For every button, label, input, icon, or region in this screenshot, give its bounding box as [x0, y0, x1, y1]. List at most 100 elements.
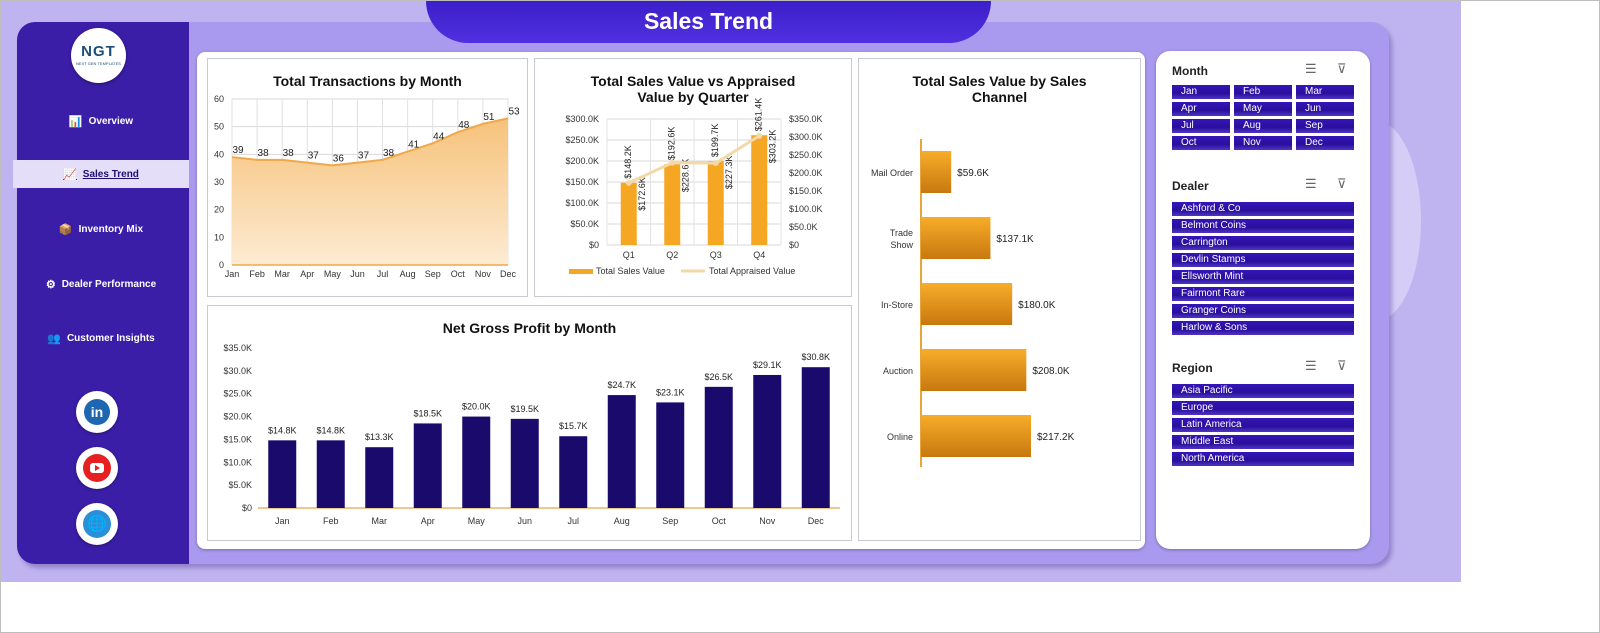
channel-bar: [921, 283, 1013, 325]
channel-value-label: $137.1K: [996, 234, 1034, 245]
y-tick-label: $10.0K: [223, 457, 252, 467]
region-slicer-item[interactable]: Middle East: [1172, 435, 1354, 449]
x-tick-label: Oct: [451, 269, 466, 279]
multi-select-icon[interactable]: ☰: [1305, 176, 1317, 191]
clear-filter-icon[interactable]: ⊽: [1337, 176, 1347, 191]
x-tick-label: Mar: [372, 516, 388, 526]
appraised-value-point: [756, 132, 763, 139]
y-tick-label-right: $350.0K: [789, 114, 823, 124]
filter-panel: Month ☰ ⊽ Jan Feb Mar Apr May Jun Jul Aug Sep Oct…: [1156, 51, 1370, 549]
channel-bar: [921, 217, 991, 259]
dealer-slicer-title: Dealer: [1172, 179, 1209, 193]
region-slicer-item[interactable]: North America: [1172, 452, 1354, 466]
profit-value-label: $24.7K: [607, 380, 636, 390]
dealer-slicer-item[interactable]: Harlow & Sons: [1172, 321, 1354, 335]
y-tick-label: $35.0K: [223, 343, 252, 353]
month-slicer-item[interactable]: Aug: [1234, 119, 1292, 133]
sales-value-label: $199.7K: [710, 124, 720, 158]
y-tick-label: $5.0K: [228, 480, 252, 490]
linkedin-button[interactable]: in: [76, 391, 118, 433]
profit-value-label: $23.1K: [656, 387, 685, 397]
month-slicer-item[interactable]: Oct: [1172, 136, 1230, 150]
dealer-slicer-item[interactable]: Ellsworth Mint: [1172, 270, 1354, 284]
channel-category-label: Auction: [883, 366, 913, 376]
month-slicer-item[interactable]: Apr: [1172, 102, 1230, 116]
month-slicer-item[interactable]: Mar: [1296, 85, 1354, 99]
profit-bar: [316, 440, 345, 508]
month-slicer-item[interactable]: Jul: [1172, 119, 1230, 133]
website-button[interactable]: 🌐: [76, 503, 118, 545]
clear-filter-icon[interactable]: ⊽: [1337, 358, 1347, 373]
region-slicer-item[interactable]: Europe: [1172, 401, 1354, 415]
logo[interactable]: NGT NEXT GEN TEMPLATES: [71, 28, 126, 83]
nav-item-inventory-mix[interactable]: 📦 Inventory Mix: [13, 215, 189, 243]
transactions-chart-card: Total Transactions by Month 0 10 20 30 40 50 6…: [207, 58, 528, 297]
profit-bar: [607, 395, 636, 508]
month-slicer-item[interactable]: Jan: [1172, 85, 1230, 99]
data-label: 37: [358, 151, 370, 162]
profit-bar: [462, 416, 491, 508]
sales-value-label: $148.2K: [623, 145, 633, 179]
profit-chart: $0 $5.0K $10.0K $15.0K $20.0K $25.0K $30.0K $35…: [223, 343, 840, 526]
profit-bar: [510, 418, 539, 508]
nav-item-overview[interactable]: 📊 Overview: [13, 107, 189, 135]
region-slicer-item[interactable]: Latin America: [1172, 418, 1354, 432]
logo-text: NGT: [81, 43, 116, 60]
region-slicer-item[interactable]: Asia Pacific: [1172, 384, 1354, 398]
y-tick-label-left: $200.0K: [565, 156, 599, 166]
dealer-slicer-item[interactable]: Carrington: [1172, 236, 1354, 250]
month-slicer-item[interactable]: Feb: [1234, 85, 1292, 99]
profit-value-label: $20.0K: [462, 402, 491, 412]
dealer-slicer-item[interactable]: Belmont Coins: [1172, 219, 1354, 233]
channel-chart-card: Total Sales Value by Sales Channel $59.6…: [858, 58, 1141, 541]
clear-filter-icon[interactable]: ⊽: [1337, 61, 1347, 76]
dealer-slicer-item[interactable]: Ashford & Co: [1172, 202, 1354, 216]
month-slicer-item[interactable]: Dec: [1296, 136, 1354, 150]
appraised-value-point: [712, 160, 719, 167]
channel-chart: $59.6K Mail Order $137.1K Trade Show $180.0K I…: [871, 139, 1075, 467]
logo-subtext: NEXT GEN TEMPLATES: [76, 61, 121, 66]
x-tick-label: May: [468, 516, 486, 526]
youtube-button[interactable]: [76, 447, 118, 489]
month-slicer-item[interactable]: Sep: [1296, 119, 1354, 133]
month-slicer-item[interactable]: Jun: [1296, 102, 1354, 116]
dealer-slicer-item[interactable]: Devlin Stamps: [1172, 253, 1354, 267]
nav-item-customer-insights[interactable]: 👥 Customer Insights: [13, 324, 189, 352]
quarter-chart: $0 $50.0K $100.0K $150.0K $200.0K $250.0K $300…: [565, 98, 823, 276]
y-tick-label: $20.0K: [223, 412, 252, 422]
y-tick-label-left: $250.0K: [565, 135, 599, 145]
y-tick-label-right: $0: [789, 240, 799, 250]
profit-bar: [801, 367, 830, 508]
quarter-chart-title-line-2: Value by Quarter: [637, 89, 749, 105]
dealer-slicer-item[interactable]: Fairmont Rare: [1172, 287, 1354, 301]
nav-item-sales-trend[interactable]: 📈 Sales Trend: [13, 160, 189, 188]
multi-select-icon[interactable]: ☰: [1305, 61, 1317, 76]
month-slicer-item[interactable]: May: [1234, 102, 1292, 116]
y-tick-label: $30.0K: [223, 366, 252, 376]
x-tick-label: Sep: [662, 516, 678, 526]
y-tick-label-left: $150.0K: [565, 177, 599, 187]
youtube-icon: [83, 454, 111, 482]
channel-value-label: $180.0K: [1018, 300, 1056, 311]
sales-value-label: $261.4K: [753, 98, 763, 132]
dashboard-canvas: Sales Trend NGT NEXT GEN TEMPLATES 📊 Ove…: [1, 1, 1461, 582]
profit-bar: [268, 440, 297, 508]
appraised-value-label: $303.2K: [767, 130, 777, 164]
month-slicer-item[interactable]: Nov: [1234, 136, 1292, 150]
channel-category-label: Mail Order: [871, 168, 913, 178]
nav-item-dealer-performance[interactable]: ⚙ Dealer Performance: [13, 270, 189, 298]
box-icon: 📦: [58, 223, 73, 236]
x-tick-label: Mar: [274, 269, 290, 279]
multi-select-icon[interactable]: ☰: [1305, 358, 1317, 373]
data-label: 53: [508, 106, 520, 117]
region-slicer-title: Region: [1172, 361, 1213, 375]
x-tick-label: Dec: [808, 516, 825, 526]
dealer-slicer-item[interactable]: Granger Coins: [1172, 304, 1354, 318]
y-tick-label: 10: [214, 232, 224, 242]
channel-chart-title-line-1: Total Sales Value by Sales: [912, 73, 1087, 89]
legend-swatch-sales: [569, 269, 593, 274]
profit-value-label: $14.8K: [316, 425, 345, 435]
data-label: 38: [258, 148, 270, 159]
bar-chart-icon: 📊: [68, 115, 83, 128]
